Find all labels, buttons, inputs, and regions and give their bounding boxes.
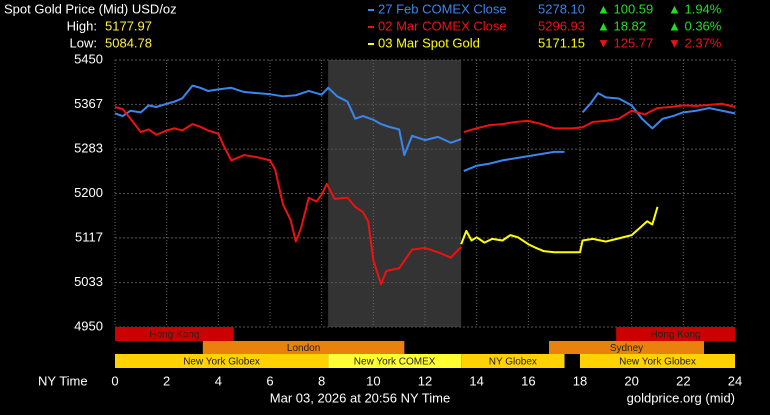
footer-source: goldprice.org (mid) (627, 390, 735, 405)
session-label: New York Globex (183, 357, 260, 368)
session-label: Sydney (610, 343, 643, 354)
session-label: London (287, 343, 320, 354)
y-tick-label: 5200 (74, 185, 103, 200)
x-tick-label: 0 (111, 373, 118, 388)
low-label: Low: (70, 35, 97, 50)
chart-title: Spot Gold Price (Mid) USD/oz (4, 1, 177, 16)
x-tick-label: 8 (318, 373, 325, 388)
y-tick-label: 5450 (74, 51, 103, 66)
high-label: High: (67, 18, 97, 33)
price-line (114, 84, 736, 172)
session-band (549, 341, 704, 354)
low-value: 5084.78 (105, 35, 152, 50)
y-tick-label: 5283 (74, 141, 103, 156)
y-tick-label: 5117 (75, 229, 103, 244)
legend-name: 27 Feb COMEX Close (378, 1, 507, 16)
legend-close: 5278.10 (538, 1, 585, 16)
x-tick-label: 6 (266, 373, 273, 388)
session-band (328, 354, 462, 368)
x-tick-label: 12 (418, 373, 432, 388)
x-tick-label: 2 (163, 373, 170, 388)
price-line (460, 206, 659, 254)
x-tick-label: 20 (624, 373, 638, 388)
price-line (114, 102, 736, 286)
legend-change: ▲ 18.82 (597, 18, 646, 33)
legend-name: 02 Mar COMEX Close (378, 18, 507, 33)
x-tick-label: 16 (521, 373, 535, 388)
x-tick-label: 10 (366, 373, 380, 388)
session-label: New York Globex (619, 357, 696, 368)
legend-change: ▲ 100.59 (597, 1, 653, 16)
session-band (616, 327, 735, 341)
x-tick-label: 14 (469, 373, 483, 388)
session-band (115, 327, 234, 341)
footer-date: Mar 03, 2026 at 20:56 NY Time (270, 390, 450, 405)
x-tick-label: 24 (728, 373, 742, 388)
y-tick-label: 5367 (74, 96, 103, 111)
y-tick-label: 5033 (74, 274, 103, 289)
y-tick-label: 4950 (74, 318, 103, 333)
session-band (580, 354, 735, 368)
session-label: New York COMEX (354, 357, 436, 368)
legend-name: 03 Mar Spot Gold (378, 35, 480, 50)
legend-change-pct: ▼ 2.37% (668, 35, 722, 50)
x-tick-label: 18 (573, 373, 587, 388)
legend-close: 5296.93 (538, 18, 585, 33)
session-label: NY Globex (489, 357, 537, 368)
high-value: 5177.97 (105, 18, 152, 33)
shaded-region (328, 60, 462, 327)
session-band (202, 341, 405, 354)
x-axis-label: NY Time (38, 373, 88, 388)
legend-change: ▼ 125.77 (597, 35, 653, 50)
session-label: Hong Kong (149, 330, 199, 341)
session-label: Hong Kong (651, 330, 701, 341)
session-band (115, 354, 329, 368)
legend-change-pct: ▲ 1.94% (668, 1, 722, 16)
legend-close: 5171.15 (538, 35, 585, 50)
session-band (461, 354, 565, 368)
legend-change-pct: ▲ 0.36% (668, 18, 722, 33)
x-tick-label: 4 (215, 373, 222, 388)
x-tick-label: 22 (676, 373, 690, 388)
